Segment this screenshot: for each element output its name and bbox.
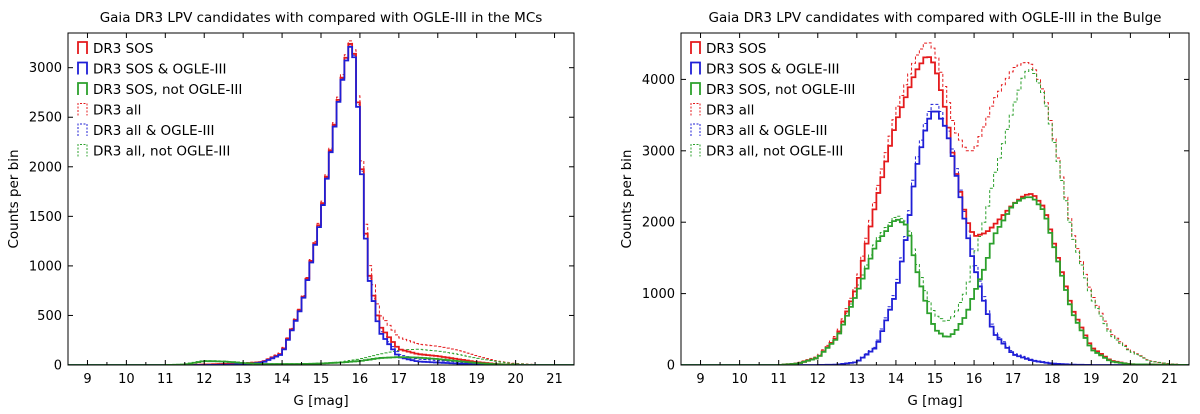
y-tick-label: 2000 xyxy=(642,216,675,231)
legend-swatch xyxy=(690,103,701,116)
y-tick-label: 500 xyxy=(37,309,62,324)
x-tick-label: 20 xyxy=(1122,372,1139,387)
y-axis-title: Counts per bin xyxy=(619,149,635,248)
series-bulge-0 xyxy=(681,56,1189,365)
x-tick-label: 16 xyxy=(966,372,983,387)
x-tick-label: 9 xyxy=(696,372,704,387)
legend-label: DR3 all, not OGLE-III xyxy=(93,144,230,160)
y-tick-label: 1000 xyxy=(642,287,675,302)
x-tick-label: 12 xyxy=(196,372,213,387)
x-tick-label: 14 xyxy=(888,372,905,387)
legend-label: DR3 all & OGLE-III xyxy=(706,123,828,139)
x-tick-label: 19 xyxy=(1083,372,1100,387)
legend-label: DR3 SOS, not OGLE-III xyxy=(93,82,242,98)
legend-swatch xyxy=(77,123,88,136)
y-tick-label: 2500 xyxy=(29,111,62,126)
series-bulge-5 xyxy=(681,69,1189,365)
legend-swatch xyxy=(690,61,701,75)
x-axis-title: G [mag] xyxy=(907,393,962,409)
legend: DR3 SOS DR3 SOS & OGLE-III DR3 SOS, not OG… xyxy=(77,41,242,160)
x-tick-label: 18 xyxy=(429,372,446,387)
chart-title: Gaia DR3 LPV candidates with compared wi… xyxy=(709,10,1162,26)
legend-label: DR3 all, not OGLE-III xyxy=(706,144,843,160)
series-bulge-2 xyxy=(681,196,1189,365)
y-axis-title: Counts per bin xyxy=(6,149,22,248)
x-tick-label: 14 xyxy=(274,372,291,387)
legend-swatch xyxy=(77,82,88,95)
legend-swatch xyxy=(690,144,701,157)
x-tick-label: 11 xyxy=(157,372,174,387)
x-tick-label: 19 xyxy=(468,372,485,387)
series-bulge-3 xyxy=(681,42,1189,365)
legend-label: DR3 all & OGLE-III xyxy=(93,123,215,139)
legend-label: DR3 all xyxy=(93,103,141,119)
legend-swatch xyxy=(690,41,701,54)
legend-swatch xyxy=(690,82,701,95)
x-tick-label: 21 xyxy=(546,372,563,387)
x-tick-label: 18 xyxy=(1044,372,1061,387)
y-tick-label: 3000 xyxy=(642,144,675,159)
x-tick-label: 10 xyxy=(118,372,135,387)
legend-swatch xyxy=(77,103,88,116)
x-tick-label: 15 xyxy=(927,372,944,387)
y-tick-label: 0 xyxy=(54,359,62,374)
legend-label: DR3 SOS & OGLE-III xyxy=(706,62,839,78)
y-tick-label: 0 xyxy=(667,359,675,374)
y-tick-label: 1500 xyxy=(29,210,62,225)
legend-label: DR3 SOS & OGLE-III xyxy=(93,62,226,78)
x-tick-label: 13 xyxy=(849,372,866,387)
legend-label: DR3 SOS, not OGLE-III xyxy=(706,82,855,98)
legend: DR3 SOS DR3 SOS & OGLE-III DR3 SOS, not OG… xyxy=(690,41,855,160)
legend-label: DR3 SOS xyxy=(93,41,153,57)
x-tick-label: 10 xyxy=(731,372,748,387)
chart-title: Gaia DR3 LPV candidates with compared wi… xyxy=(100,10,543,26)
panel-mcs: 9 10 11 12 13 14 15 16 17 18 19 20 21 0 500 1000 1500 200… xyxy=(6,10,575,409)
x-tick-label: 11 xyxy=(770,372,787,387)
y-tick-label: 1000 xyxy=(29,259,62,274)
x-tick-label: 12 xyxy=(809,372,826,387)
x-tick-label: 16 xyxy=(352,372,369,387)
x-tick-label: 13 xyxy=(235,372,252,387)
x-tick-label: 17 xyxy=(391,372,408,387)
panel-bulge: 9 10 11 12 13 14 15 16 17 18 19 20 21 0 1000 2000 3000 40… xyxy=(619,10,1190,409)
x-tick-label: 21 xyxy=(1161,372,1178,387)
x-tick-label: 15 xyxy=(313,372,330,387)
y-tick-label: 3000 xyxy=(29,61,62,76)
x-axis-title: G [mag] xyxy=(293,393,348,409)
y-tick-label: 4000 xyxy=(642,73,675,88)
x-tick-label: 20 xyxy=(507,372,524,387)
x-tick-label: 17 xyxy=(1005,372,1022,387)
y-tick-label: 2000 xyxy=(29,160,62,175)
legend-label: DR3 SOS xyxy=(706,41,766,57)
legend-label: DR3 all xyxy=(706,103,754,119)
legend-swatch xyxy=(77,41,88,54)
legend-swatch xyxy=(77,61,88,75)
x-tick-label: 9 xyxy=(83,372,91,387)
legend-swatch xyxy=(690,123,701,136)
legend-swatch xyxy=(77,144,88,157)
